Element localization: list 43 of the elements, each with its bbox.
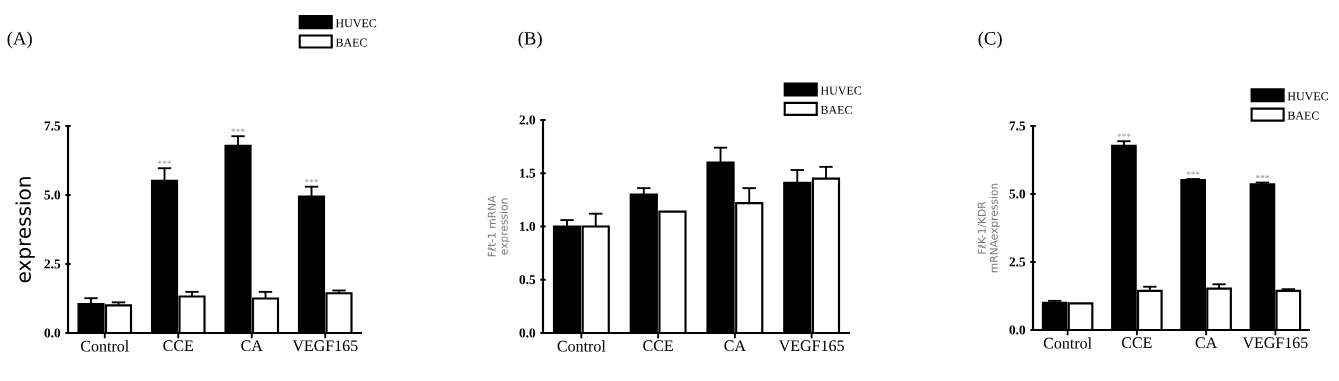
- x-tick-label: VEGF165: [292, 340, 358, 352]
- y-tick-label: 1.5: [520, 168, 536, 178]
- x-tick-label: VEGF165: [778, 340, 844, 352]
- y-tick-label: 0.0: [44, 328, 61, 338]
- chart-title: (C): [978, 31, 1002, 49]
- y-tick-label: 2.0: [519, 115, 536, 125]
- legend-label: BAEC: [335, 38, 367, 47]
- y-tick-label: 5.0: [44, 190, 61, 200]
- legend-label: HUVEC: [335, 19, 377, 28]
- y-axis-title: Fℓt-1 mRNA expression: [487, 195, 510, 257]
- legend-label: HUVEC: [820, 86, 862, 95]
- y-axis-title: expression: [15, 177, 35, 283]
- annotation: ***: [1117, 133, 1131, 137]
- x-tick-label: CA: [724, 340, 746, 352]
- y-axis-title: FℓK-1/KDR mRNAexpression: [977, 183, 1000, 273]
- x-tick-label: Control: [80, 340, 129, 352]
- legend-label: HUVEC: [1287, 92, 1329, 101]
- x-tick-label: CCE: [643, 340, 673, 352]
- y-tick-label: 0.0: [1009, 325, 1026, 335]
- y-tick-label: 5.0: [1009, 189, 1026, 199]
- y-tick-label: 2.5: [44, 259, 61, 269]
- x-tick-label: Control: [1043, 337, 1092, 349]
- y-tick-label: 7.5: [1009, 121, 1026, 131]
- y-tick-label: 0.0: [519, 328, 536, 338]
- x-tick-label: CA: [1195, 337, 1218, 349]
- legend-label: BAEC: [1287, 111, 1319, 120]
- y-tick-label: 0.5: [519, 275, 536, 285]
- annotation: ***: [157, 160, 172, 164]
- y-tick-label: 2.5: [1009, 257, 1026, 267]
- x-tick-label: VEGF165: [1242, 337, 1308, 349]
- legend-label: BAEC: [820, 105, 852, 114]
- y-tick-label: 7.5: [44, 121, 61, 131]
- chart-title: (B): [518, 31, 542, 49]
- x-tick-label: CCE: [163, 340, 194, 352]
- annotation: ***: [1255, 174, 1269, 179]
- chart-title: (A): [7, 31, 32, 49]
- x-tick-label: Control: [557, 340, 606, 352]
- x-tick-label: CA: [241, 340, 263, 352]
- y-tick-label: 1.0: [520, 221, 536, 232]
- annotation: ***: [1186, 171, 1200, 175]
- annotation: ***: [304, 179, 319, 183]
- annotation: ***: [231, 128, 245, 132]
- x-tick-label: CCE: [1121, 337, 1152, 349]
